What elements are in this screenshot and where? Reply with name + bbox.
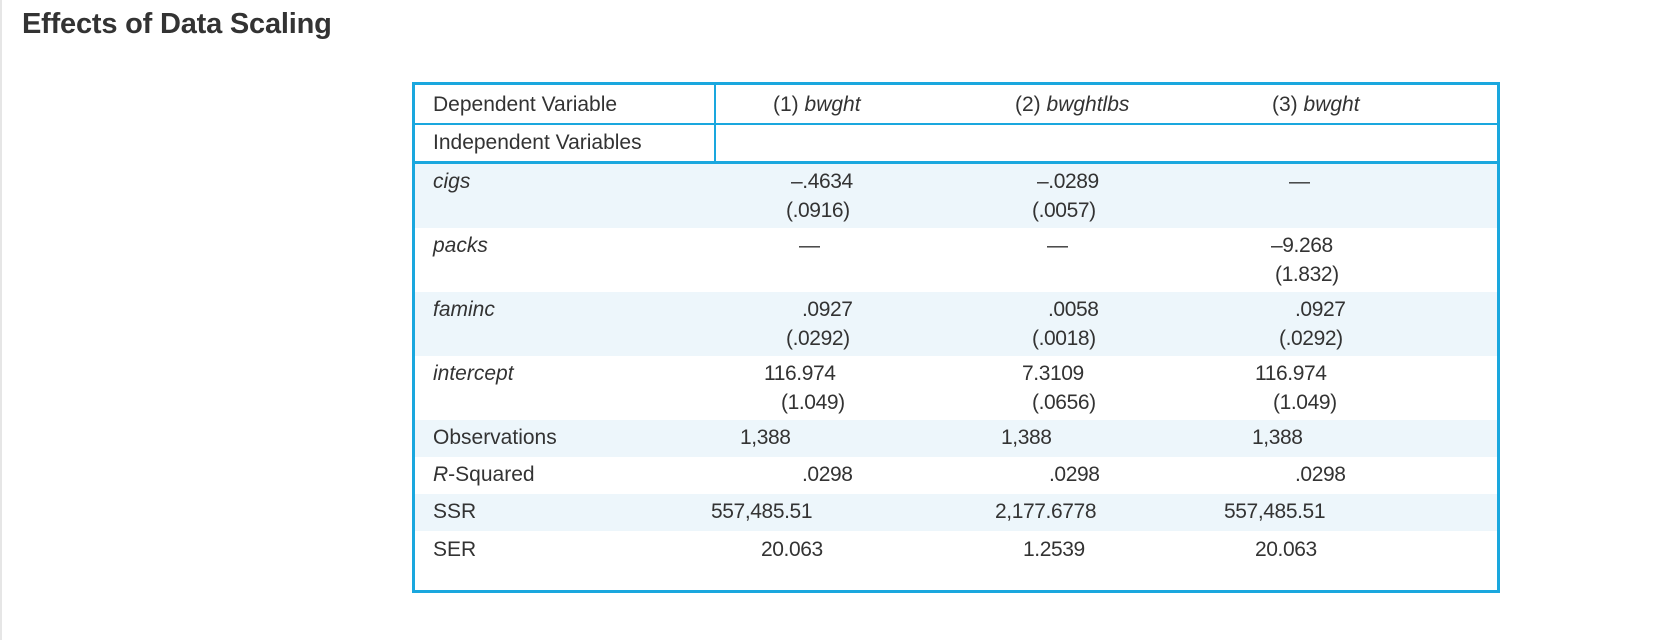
se-packs-col3: (1.832) [1275, 263, 1339, 286]
cell-intercept-col1: 116.974 [764, 362, 836, 385]
stat-ssr-col1: 557,485.51 [711, 500, 813, 523]
cell-packs-col2: — [1047, 234, 1068, 257]
cell-intercept-col3: 116.974 [1255, 362, 1327, 385]
row-label-cigs: cigs [433, 170, 471, 193]
column-header-1: (1) bwght [773, 93, 861, 116]
stat-ser-col1: 20.063 [761, 538, 823, 561]
se-intercept-col1: (1.049) [781, 391, 845, 414]
se-cigs-col2: (.0057) [1032, 199, 1096, 222]
cell-faminc-col2: .0058 [1048, 298, 1099, 321]
table-row: R-Squared .0298 .0298 .0298 [415, 457, 1497, 494]
cell-faminc-col3: .0927 [1295, 298, 1346, 321]
se-faminc-col2: (.0018) [1032, 327, 1096, 350]
header-column-divider [714, 85, 716, 164]
row-label-packs: packs [433, 234, 488, 257]
table-row: SER 20.063 1.2539 20.063 [415, 531, 1497, 590]
stat-label-ser: SER [433, 538, 477, 561]
stat-r-squared-col2: .0298 [1049, 463, 1100, 486]
stat-label-ssr: SSR [433, 500, 477, 523]
header-bottom-rule [415, 161, 1497, 164]
cell-cigs-col2: –.0289 [1037, 170, 1099, 193]
independent-variables-label: Independent Variables [433, 131, 642, 154]
table-row: Observations 1,388 1,388 1,388 [415, 420, 1497, 457]
column-header-2: (2) bwghtlbs [1015, 93, 1130, 116]
stat-ser-col3: 20.063 [1255, 538, 1317, 561]
se-intercept-col3: (1.049) [1273, 391, 1337, 414]
cell-cigs-col1: –.4634 [791, 170, 853, 193]
column-header-3: (3) bwght [1272, 93, 1360, 116]
header-row-independent: Independent Variables [415, 125, 1497, 161]
stat-observations-col3: 1,388 [1252, 426, 1303, 449]
table-row: faminc .0927 (.0292) .0058 (.0018) .0927… [415, 292, 1497, 356]
stat-r-squared-col3: .0298 [1295, 463, 1346, 486]
stat-r-squared-col1: .0298 [802, 463, 853, 486]
page-title: Effects of Data Scaling [22, 8, 332, 40]
table-row: cigs –.4634 (.0916) –.0289 (.0057) — [415, 164, 1497, 228]
cell-packs-col3: –9.268 [1271, 234, 1333, 257]
cell-intercept-col2: 7.3109 [1022, 362, 1084, 385]
dependent-variable-label: Dependent Variable [433, 93, 618, 116]
header-divider [415, 123, 1497, 125]
stat-label-observations: Observations [433, 426, 557, 449]
cell-faminc-col1: .0927 [802, 298, 853, 321]
se-cigs-col1: (.0916) [786, 199, 850, 222]
regression-table: Dependent Variable (1) bwght (2) bwghtlb… [412, 82, 1500, 593]
stat-observations-col2: 1,388 [1001, 426, 1052, 449]
cell-packs-col1: — [799, 234, 820, 257]
stat-ser-col2: 1.2539 [1023, 538, 1085, 561]
row-label-faminc: faminc [433, 298, 495, 321]
header-row-dependent: Dependent Variable (1) bwght (2) bwghtlb… [415, 85, 1497, 123]
se-faminc-col1: (.0292) [786, 327, 850, 350]
stat-label-r-squared: R-Squared [433, 463, 535, 486]
stat-observations-col1: 1,388 [740, 426, 791, 449]
stat-ssr-col3: 557,485.51 [1224, 500, 1326, 523]
table-row: intercept 116.974 (1.049) 7.3109 (.0656)… [415, 356, 1497, 420]
row-label-intercept: intercept [433, 362, 514, 385]
table-row: SSR 557,485.51 2,177.6778 557,485.51 [415, 494, 1497, 531]
se-faminc-col3: (.0292) [1279, 327, 1343, 350]
se-intercept-col2: (.0656) [1032, 391, 1096, 414]
stat-ssr-col2: 2,177.6778 [995, 500, 1097, 523]
cell-cigs-col3: — [1289, 170, 1310, 193]
table-row: packs — — –9.268 (1.832) [415, 228, 1497, 292]
